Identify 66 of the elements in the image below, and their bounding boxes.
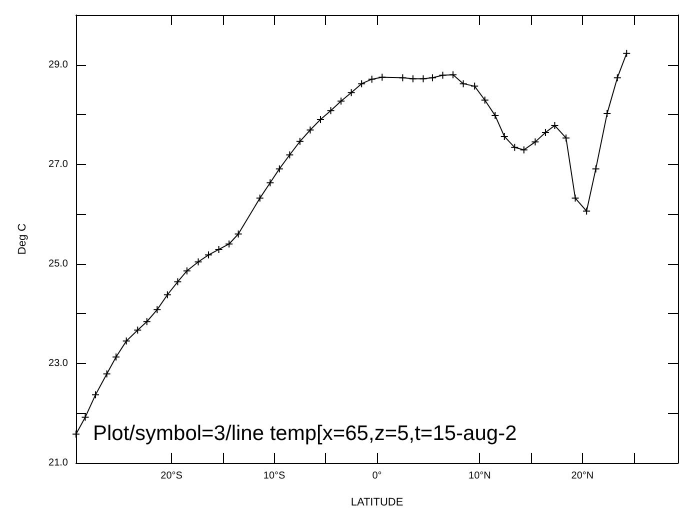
point (72, 430, 80, 438)
point (470, 82, 479, 90)
point (316, 116, 324, 124)
point (256, 194, 264, 202)
point (153, 306, 162, 314)
point (398, 74, 407, 82)
point (347, 88, 356, 97)
point (234, 230, 242, 238)
point (112, 352, 120, 361)
point (81, 413, 90, 422)
point (571, 194, 580, 202)
point (275, 164, 284, 173)
point (214, 245, 223, 254)
point (204, 250, 213, 259)
y-tick-label: 29.0 (48, 59, 68, 70)
point (102, 370, 111, 378)
y-axis-title: Deg C (16, 223, 28, 255)
x-tick-label: 20°S (160, 470, 183, 482)
point (225, 240, 234, 248)
x-axis-title: LATITUDE (350, 496, 404, 508)
point (408, 74, 417, 83)
x-tick-label: 20°N (571, 470, 594, 482)
point (134, 326, 142, 334)
point (491, 112, 500, 120)
point (419, 74, 428, 83)
y-tick-label: 27.0 (48, 158, 68, 170)
point (449, 70, 458, 79)
point (163, 290, 172, 299)
y-tick-label: 23.0 (48, 358, 68, 369)
point (92, 390, 100, 399)
point (358, 80, 366, 88)
x-tick-label: 0° (372, 470, 382, 482)
point (500, 132, 508, 140)
point (562, 134, 570, 142)
point (622, 49, 631, 58)
y-tick-label: 21.0 (48, 458, 68, 468)
point (428, 74, 436, 82)
point (550, 122, 559, 130)
point (194, 258, 202, 266)
y-tick-label: 25.0 (48, 258, 68, 270)
x-tick-label: 10°S (263, 470, 286, 482)
point (438, 71, 447, 80)
point (122, 337, 130, 346)
point (378, 73, 386, 82)
point (337, 97, 346, 106)
point (326, 106, 335, 115)
point (142, 318, 151, 326)
point (582, 207, 591, 216)
x-tick-label: 10°N (468, 470, 491, 482)
point (520, 146, 528, 154)
point (459, 80, 468, 88)
point (592, 164, 600, 173)
point (531, 138, 540, 146)
point (182, 266, 191, 275)
point (613, 74, 622, 82)
point (296, 137, 304, 146)
point (510, 143, 519, 152)
point (174, 278, 182, 286)
point (306, 126, 314, 134)
point (480, 96, 489, 104)
annotation: Plot/symbol=3/line temp[x=65,z=5,t=15-aug-2 (93, 422, 517, 445)
point (368, 75, 376, 84)
point (541, 128, 550, 136)
point (266, 178, 274, 187)
point (603, 110, 612, 118)
point (286, 150, 294, 159)
